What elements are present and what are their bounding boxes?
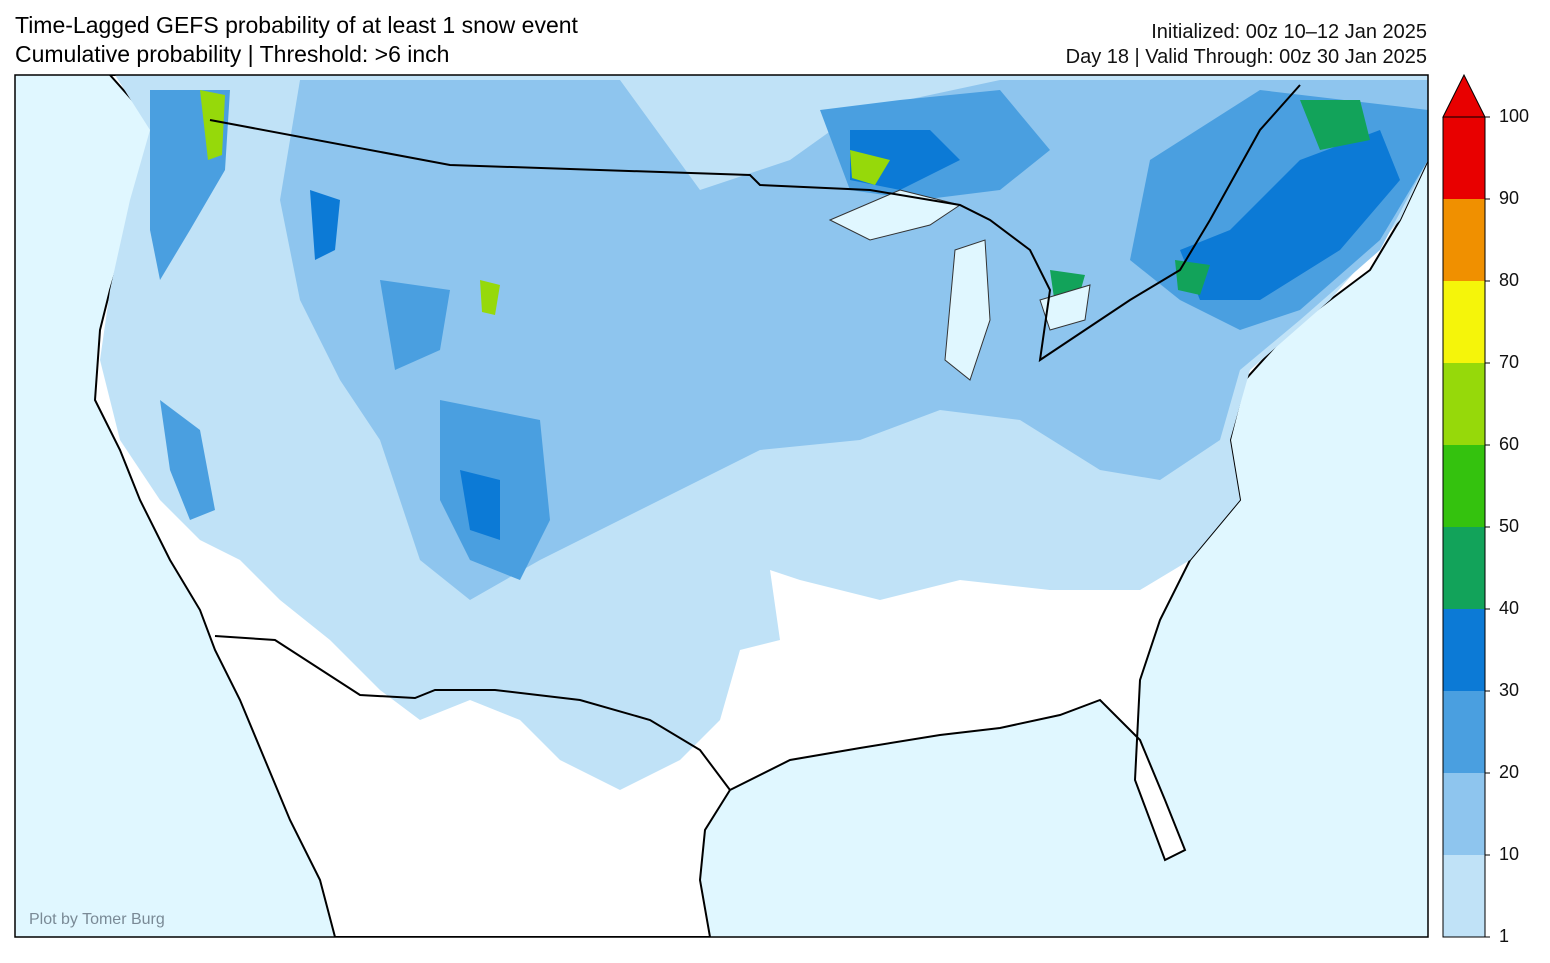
colorbar-bin bbox=[1443, 691, 1485, 773]
snow-20-30 bbox=[150, 90, 1428, 580]
colorbar-bin bbox=[1443, 117, 1485, 199]
colorbar-tick-label: 50 bbox=[1499, 516, 1519, 536]
border bbox=[209, 84, 1301, 363]
colorbar-tick-label: 80 bbox=[1499, 270, 1519, 290]
colorbar-tick-label: 1 bbox=[1499, 926, 1509, 946]
colorbar-tick-label: 70 bbox=[1499, 352, 1519, 372]
colorbar-tick-label: 100 bbox=[1499, 106, 1529, 126]
init-text: Initialized: 00z 10–12 Jan 2025 bbox=[1151, 21, 1427, 43]
colorbar-bin bbox=[1443, 773, 1485, 855]
colorbar-bin bbox=[1443, 855, 1485, 937]
colorbar-bin bbox=[1443, 281, 1485, 363]
mexico-border bbox=[214, 635, 731, 791]
valid-text: Day 18 | Valid Through: 00z 30 Jan 2025 bbox=[1066, 46, 1427, 68]
colorbar-tick-label: 20 bbox=[1499, 762, 1519, 782]
map-frame bbox=[14, 74, 1429, 938]
colorbar-tick-label: 30 bbox=[1499, 680, 1519, 700]
credit: Plot by Tomer Burg bbox=[29, 911, 165, 928]
snow-40-50 bbox=[1050, 100, 1370, 310]
colorbar-tick-label: 90 bbox=[1499, 188, 1519, 208]
title: Time-Lagged GEFS probability of at least… bbox=[15, 12, 579, 38]
colorbar-bin bbox=[1443, 445, 1485, 527]
map: Plot by Tomer Burg bbox=[14, 74, 1429, 938]
colorbar-bin bbox=[1443, 609, 1485, 691]
colorbar-bin bbox=[1443, 363, 1485, 445]
colorbar-tick-label: 40 bbox=[1499, 598, 1519, 618]
colorbar-tick-label: 10 bbox=[1499, 844, 1519, 864]
colorbar-tick-label: 60 bbox=[1499, 434, 1519, 454]
snow-30-40 bbox=[310, 130, 1400, 540]
colorbar-bin bbox=[1443, 199, 1485, 281]
colorbar-bin bbox=[1443, 527, 1485, 609]
subtitle: Cumulative probability | Threshold: >6 i… bbox=[15, 41, 449, 67]
colorbar: 1 10 20 30 40 50 60 70 80 90 100 bbox=[1442, 73, 1529, 946]
colorbar-extend bbox=[1442, 73, 1486, 118]
